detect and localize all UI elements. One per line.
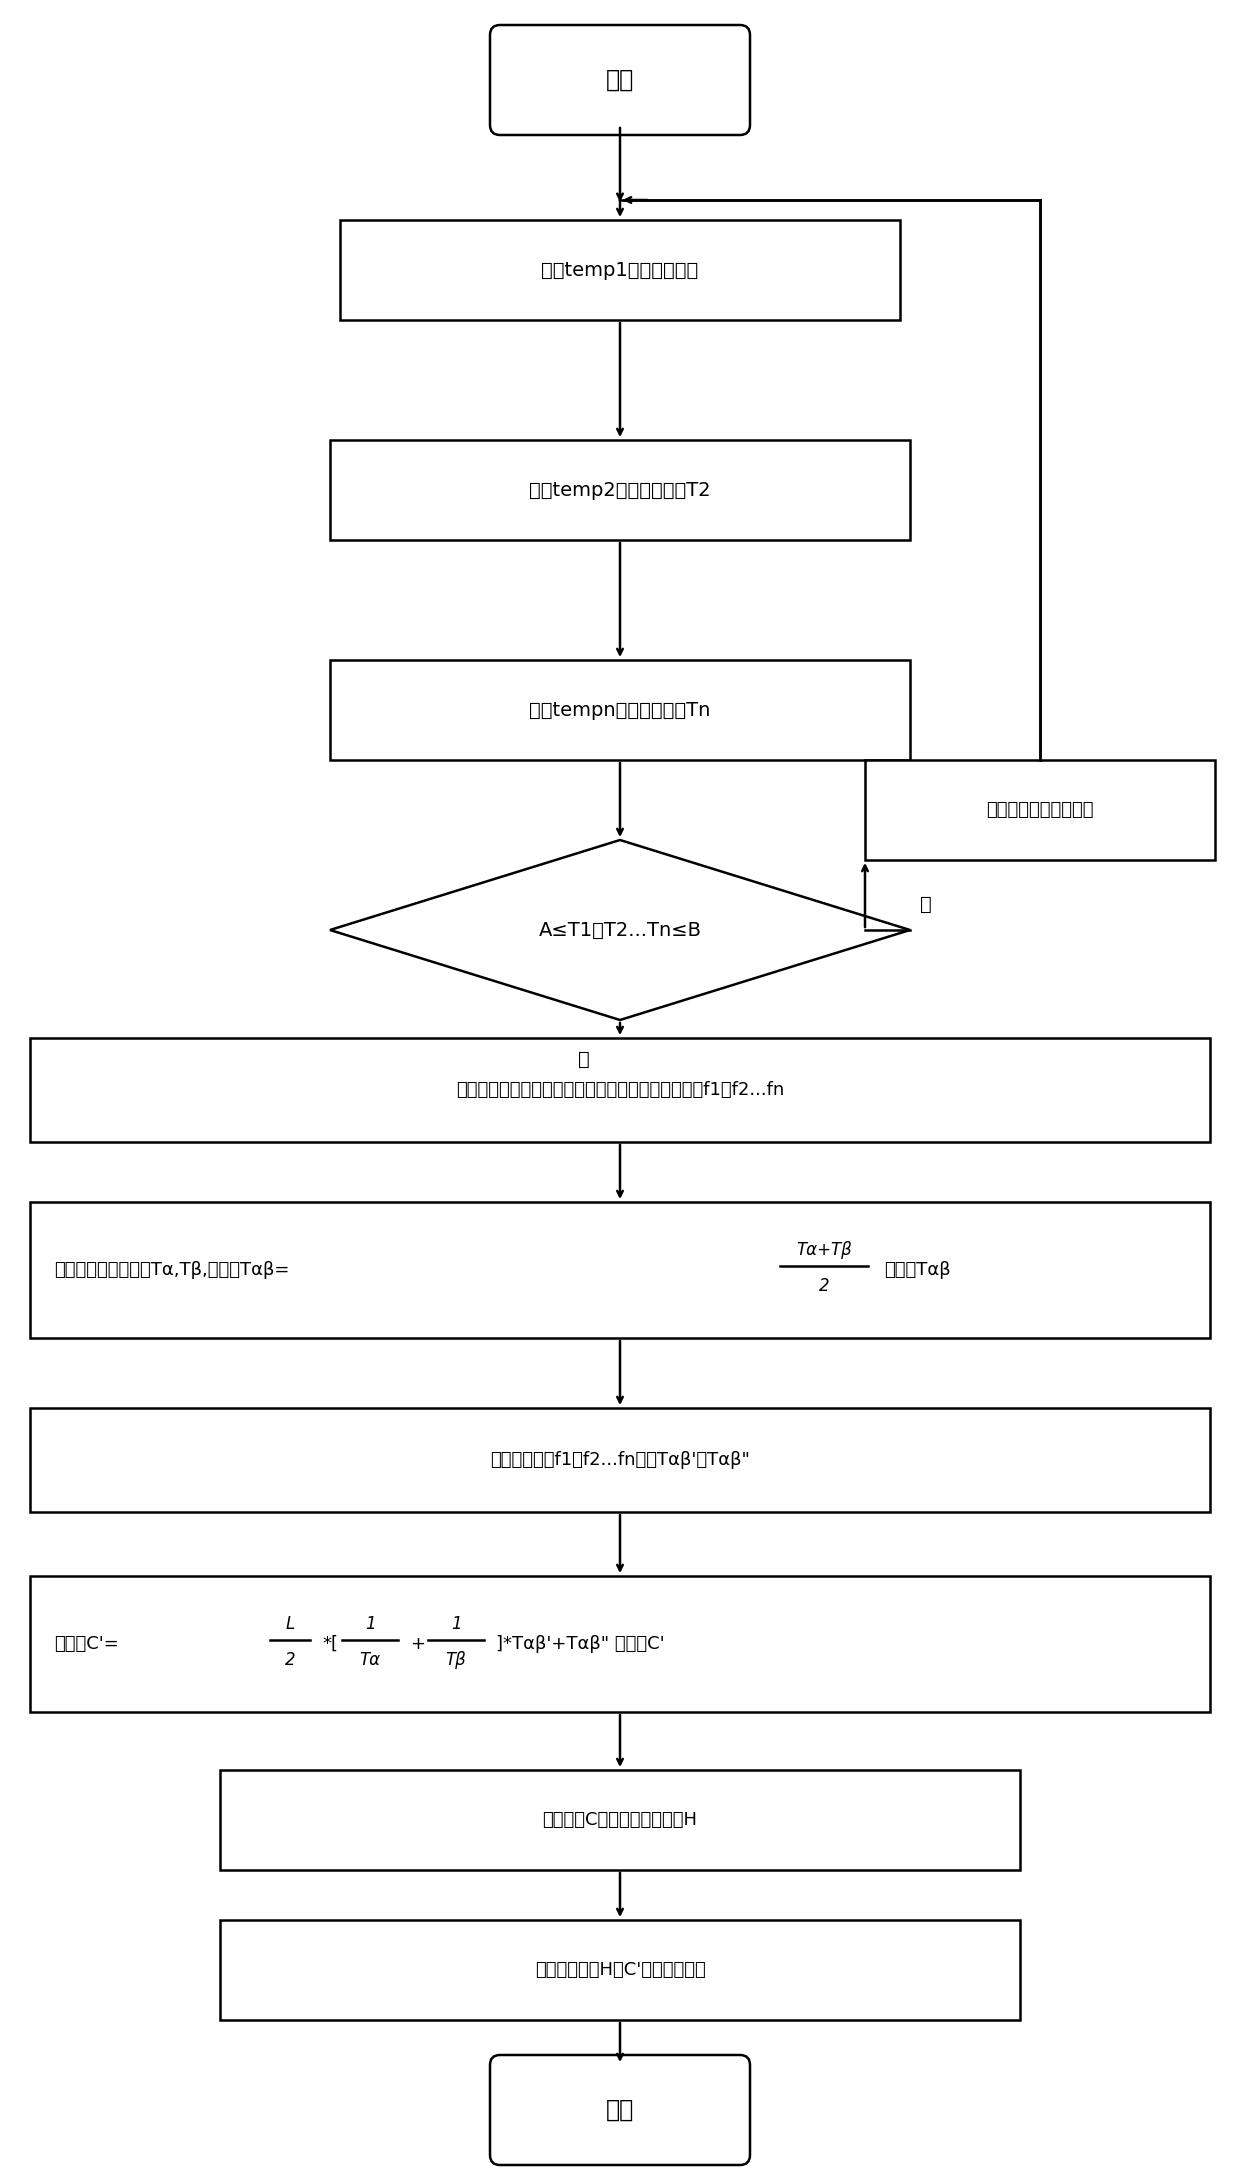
Text: 否: 否 [920,894,931,914]
Text: Tα+Tβ: Tα+Tβ [796,1241,852,1259]
Bar [30,1575,1210,1712]
FancyBboxPatch shape [490,26,750,135]
Text: 测量temp2下的飞行时间T2: 测量temp2下的飞行时间T2 [529,480,711,499]
Text: A≤T1、T2...Tn≤B: A≤T1、T2...Tn≤B [538,920,702,940]
Text: 1: 1 [450,1614,461,1634]
Text: 根据拟合曲线H和C'得到流体温度: 根据拟合曲线H和C'得到流体温度 [534,1962,706,1979]
Text: 建立飞行时间倒数和各温度对应声速的分段修正曲线f1、f2...fn: 建立飞行时间倒数和各温度对应声速的分段修正曲线f1、f2...fn [456,1081,784,1098]
Text: Tα: Tα [360,1651,381,1669]
Text: L: L [285,1614,295,1634]
Text: 测量tempn下的飞行时间Tn: 测量tempn下的飞行时间Tn [529,701,711,720]
Bar [30,1037,1210,1141]
Text: Tβ: Tβ [445,1651,466,1669]
Bar [330,441,910,540]
Bar [219,1920,1021,2020]
Text: 测量temp1下的飞行时间: 测量temp1下的飞行时间 [542,260,698,280]
Text: 开始: 开始 [606,67,634,91]
Text: 测量顺逆流飞行时间Tα,Tβ,根据式Tαβ=: 测量顺逆流飞行时间Tα,Tβ,根据式Tαβ= [55,1261,289,1278]
Text: 根据式C'=: 根据式C'= [55,1634,119,1654]
Text: 该表存在隐患，需修整: 该表存在隐患，需修整 [986,801,1094,818]
Bar [219,1771,1021,1871]
Bar [340,219,900,319]
Text: 结束: 结束 [606,2098,634,2122]
Text: 计算出Tαβ: 计算出Tαβ [884,1261,951,1278]
Text: 2: 2 [285,1651,295,1669]
Bar [330,660,910,759]
Bar [30,1408,1210,1512]
Text: 是: 是 [578,1050,590,1070]
Text: ]*Tαβ'+Tαβ" 计算出C': ]*Tαβ'+Tαβ" 计算出C' [496,1634,665,1654]
Text: 根据修正曲线f1、f2...fn得到Tαβ'和Tαβ": 根据修正曲线f1、f2...fn得到Tαβ'和Tαβ" [490,1452,750,1469]
Text: 2: 2 [818,1276,830,1295]
Text: *[: *[ [322,1634,339,1654]
Text: 建立声速C和温度的拟合曲线H: 建立声速C和温度的拟合曲线H [543,1812,697,1829]
Text: +: + [410,1634,425,1654]
Polygon shape [330,840,910,1020]
FancyBboxPatch shape [490,2055,750,2166]
Text: 1: 1 [365,1614,376,1634]
Bar [30,1202,1210,1339]
Bar [866,760,1215,859]
